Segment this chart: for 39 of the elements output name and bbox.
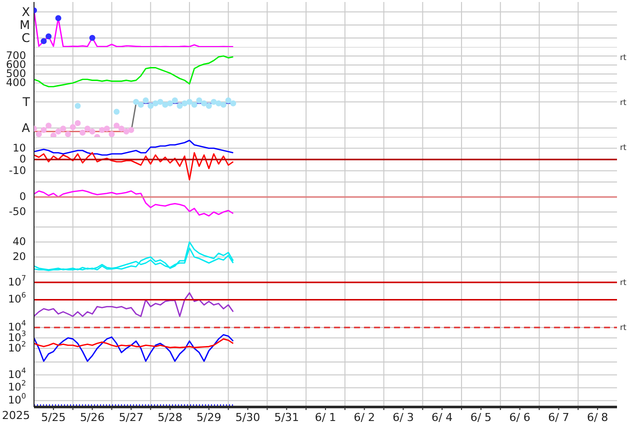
y-tick-label: 10$^{0}$ bbox=[8, 392, 26, 407]
x-tick-label: 6/ 5 bbox=[470, 411, 492, 424]
x-tick-label: 6/ 4 bbox=[432, 411, 453, 424]
x-tick-label: 5/26 bbox=[80, 411, 105, 424]
x-tick-label: 5/27 bbox=[118, 411, 144, 424]
x-tick-label: 6/ 7 bbox=[548, 411, 570, 424]
y-tick-label: -10 bbox=[8, 164, 26, 177]
x-tick-label: 5/30 bbox=[235, 411, 260, 424]
text: M bbox=[20, 18, 30, 32]
text: A bbox=[22, 121, 30, 135]
y-tick-label: 10$^{7}$ bbox=[8, 273, 26, 288]
x-tick-label: 5/29 bbox=[196, 411, 222, 424]
text: T bbox=[22, 94, 30, 109]
y-tick-label: -50 bbox=[8, 206, 26, 218]
y-tick-label: 20 bbox=[12, 251, 26, 263]
text: C bbox=[22, 31, 30, 45]
text: X bbox=[22, 4, 30, 19]
x-tick-label: 5/31 bbox=[274, 411, 299, 424]
y-tick-label: 10$^{6}$ bbox=[8, 290, 26, 306]
y-tick-label: 10$^{2}$ bbox=[8, 378, 26, 394]
y-tick-label: 0 bbox=[19, 191, 26, 203]
text: rt bbox=[620, 323, 626, 332]
chart-subtitle: rt bbox=[620, 98, 626, 107]
y-tick-label: 40 bbox=[12, 236, 26, 248]
text: rt bbox=[620, 143, 626, 152]
y-tick-label: 0 bbox=[19, 154, 26, 166]
x-tick-label: 6/ 8 bbox=[586, 411, 608, 424]
x-tick-label: 5/28 bbox=[158, 411, 182, 424]
y-tick-label: 10 bbox=[12, 142, 26, 154]
text: rt bbox=[620, 53, 626, 62]
x-tick-label: 6/ 2 bbox=[354, 411, 375, 424]
text: rt bbox=[620, 278, 626, 287]
x-tick-label: 6/ 6 bbox=[509, 411, 530, 424]
x-tick-label: 6/ 3 bbox=[392, 411, 414, 424]
x-tick-label: 6/ 1 bbox=[314, 411, 336, 424]
x-axis-title: 2025 bbox=[2, 409, 30, 422]
y-tick-label: 10$^{4}$ bbox=[8, 366, 26, 381]
y-tick-label: 400 bbox=[6, 77, 26, 89]
x-tick-label: 5/25 bbox=[41, 411, 66, 424]
